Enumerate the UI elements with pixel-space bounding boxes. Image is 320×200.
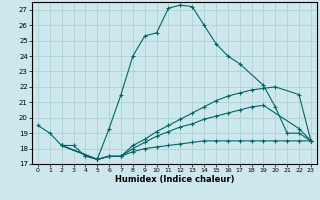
- X-axis label: Humidex (Indice chaleur): Humidex (Indice chaleur): [115, 175, 234, 184]
